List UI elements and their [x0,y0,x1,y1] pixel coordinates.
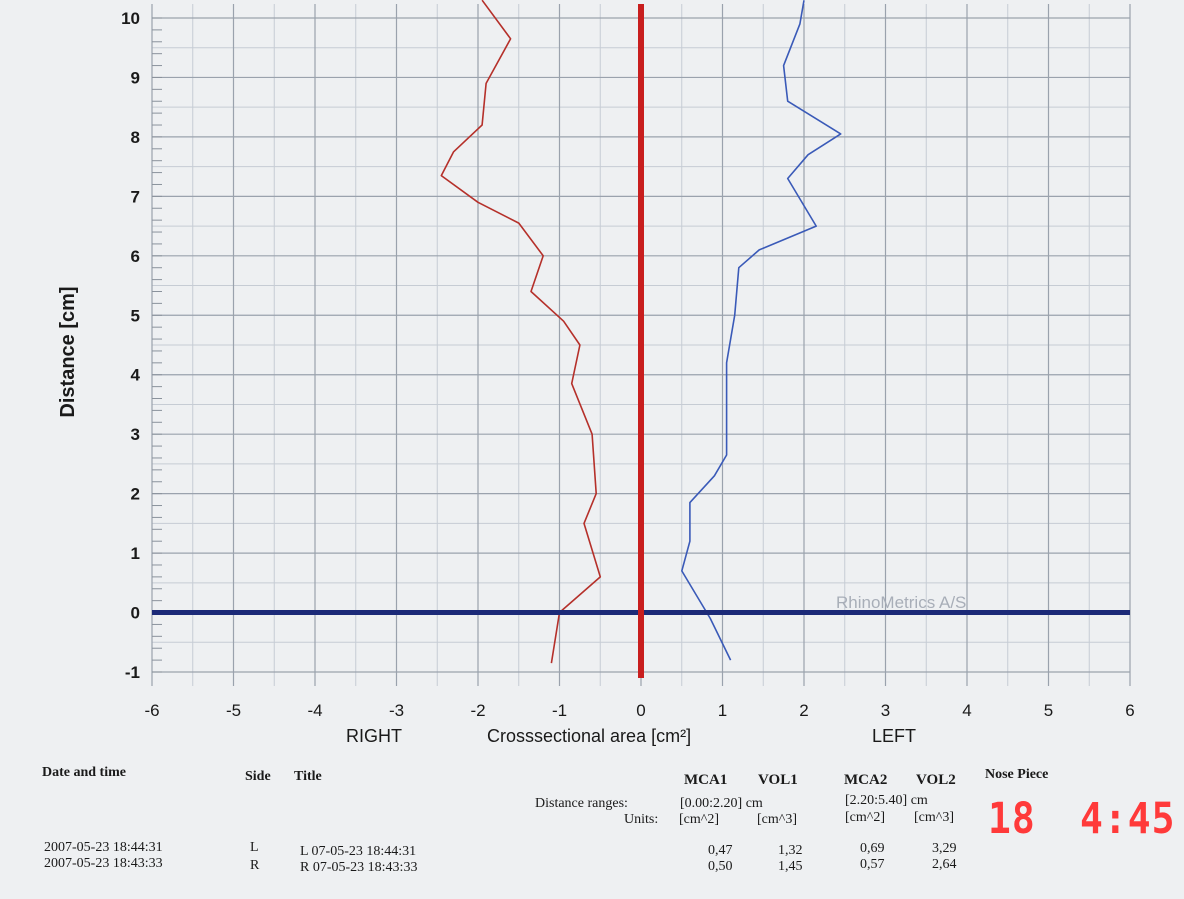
x-tick-label: -4 [307,701,322,720]
row-vol1: 1,32 [778,843,803,858]
x-tick-label: 2 [799,701,808,720]
x-label-left: LEFT [872,726,916,746]
y-tick-label: 1 [131,544,140,563]
row-mca1: 0,47 [708,843,733,858]
watermark: RhinoMetrics A/S [836,593,966,612]
y-tick-label: 8 [131,128,140,147]
y-tick-label: -1 [125,663,140,682]
series-line-R [440,0,602,664]
x-tick-label: 3 [881,701,890,720]
y-tick-label: 0 [131,604,140,623]
unit-vol1: [cm^3] [757,812,797,827]
x-tick-label: 5 [1044,701,1053,720]
rhinometry-chart: -1 0 1 2 3 4 5 6 7 8 9 10 -6 -5 -4 -3 -2 -1 0 1 2 3 4 5 6 Rhino… [57,0,1135,746]
y-tick-label: 3 [131,425,140,444]
unit-mca2: [cm^2] [845,810,885,825]
row-side: L [250,840,259,855]
nose-piece-value: 18 [988,794,1036,844]
header-mca1: MCA1 [684,772,728,788]
units-label: Units: [624,812,659,827]
header-vol2: VOL2 [916,772,956,788]
nose-piece-time: 4:45 [1080,794,1176,844]
x-tick-label: -2 [470,701,485,720]
y-tick-labels: -1 0 1 2 3 4 5 6 7 8 9 10 [121,9,140,682]
x-axis-label: Crosssectional area [cm²] [487,726,691,746]
row-mca2: 0,69 [860,841,885,856]
row-side: R [250,858,260,873]
series-lines [440,0,842,664]
row-vol2: 3,29 [932,841,957,856]
x-tick-label: -1 [552,701,567,720]
unit-mca1: [cm^2] [679,812,719,827]
row-date: 2007-05-23 18:43:33 [44,856,163,871]
y-axis-label: Distance [cm] [57,286,79,417]
row-mca1: 0,50 [708,859,733,874]
x-tick-label: 6 [1125,701,1134,720]
header-date: Date and time [42,765,126,780]
header-title: Title [294,769,322,784]
range-2: [2.20:5.40] cm [845,793,928,808]
x-tick-label: -5 [226,701,241,720]
row-mca2: 0,57 [860,857,885,872]
unit-vol2: [cm^3] [914,810,954,825]
y-tick-label: 2 [131,485,140,504]
series-line-L [680,0,842,661]
row-title: R 07-05-23 18:43:33 [300,860,418,875]
header-vol1: VOL1 [758,772,798,788]
y-tick-label: 7 [131,187,140,206]
y-tick-label: 6 [131,247,140,266]
header-side: Side [245,769,271,784]
row-vol1: 1,45 [778,859,803,874]
y-tick-label: 10 [121,9,140,28]
y-tick-label: 9 [131,68,140,87]
x-tick-label: 4 [962,701,971,720]
y-tick-label: 5 [131,306,140,325]
x-tick-label: 0 [636,701,645,720]
header-nose-piece: Nose Piece [985,767,1049,782]
x-tick-label: -6 [144,701,159,720]
header-mca2: MCA2 [844,772,888,788]
row-vol2: 2,64 [932,857,957,872]
x-tick-label: 1 [718,701,727,720]
row-date: 2007-05-23 18:44:31 [44,840,163,855]
x-label-right: RIGHT [346,726,402,746]
x-tick-labels: -6 -5 -4 -3 -2 -1 0 1 2 3 4 5 6 [144,701,1134,720]
distance-ranges-label: Distance ranges: [535,796,628,811]
x-tick-label: -3 [389,701,404,720]
range-1: [0.00:2.20] cm [680,796,763,811]
y-tick-label: 4 [131,366,141,385]
row-title: L 07-05-23 18:44:31 [300,844,417,859]
